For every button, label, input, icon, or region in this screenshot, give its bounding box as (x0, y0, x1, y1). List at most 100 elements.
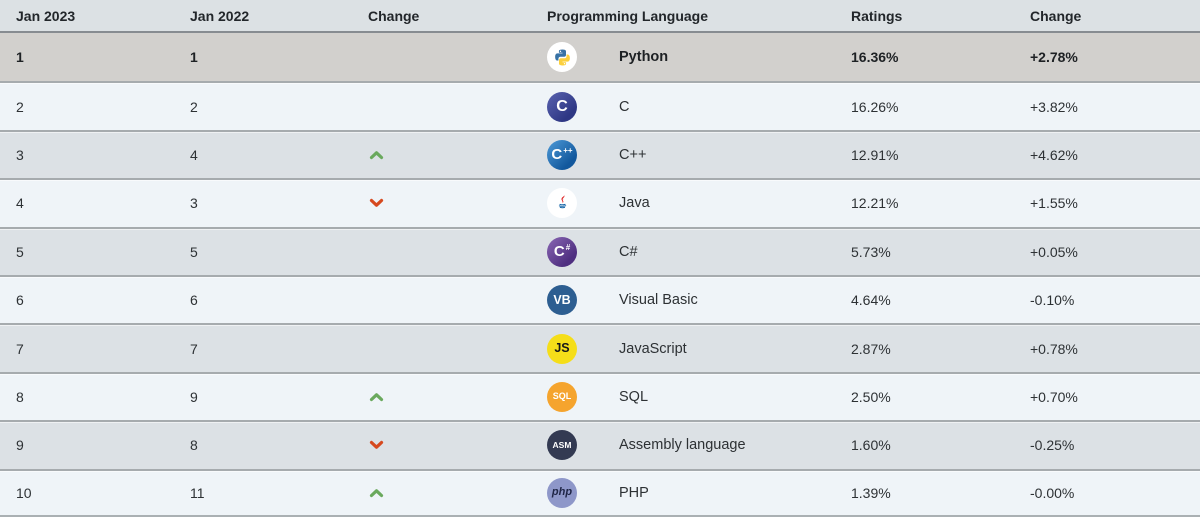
ratings-cell: 2.87% (851, 340, 891, 357)
ratings-cell: 16.26% (851, 98, 899, 115)
rank-2022-cell: 11 (190, 484, 205, 501)
header-change-ratings: Change (1030, 7, 1082, 24)
table-row: 3 4 C ++ C++ 12.91% +4.62% (0, 129, 1200, 179)
ratings-cell: 16.36% (851, 49, 899, 66)
ratings-cell: 1.60% (851, 437, 891, 454)
table-header-row: Jan 2023 Jan 2022 Change Programming Lan… (0, 0, 1200, 33)
trend-cell (368, 488, 547, 498)
header-programming-language: Programming Language (547, 7, 709, 24)
trend-cell (368, 392, 547, 402)
ratings-cell: 1.39% (851, 484, 891, 501)
table-row: 9 8 ASM Assembly language 1.60% -0.25% (0, 420, 1200, 469)
csharp-icon: C # (547, 236, 577, 267)
sql-icon: SQL (547, 381, 577, 412)
rank-2023-cell: 2 (16, 98, 24, 115)
ratings-cell: 4.64% (851, 292, 891, 309)
ratings-cell: 12.21% (851, 195, 899, 212)
change-cell: +4.62% (1030, 146, 1078, 163)
table-row: 2 2 C C 16.26% +3.82% (0, 81, 1200, 130)
change-cell: +1.55% (1030, 195, 1078, 212)
asm-icon: ASM (547, 430, 577, 461)
vb-icon: VB (547, 285, 577, 316)
rank-2022-cell: 8 (190, 437, 198, 454)
language-cell: php PHP (547, 477, 851, 508)
rank-2023-cell: 8 (16, 388, 24, 405)
language-cell: C ++ C++ (547, 139, 851, 170)
language-name: SQL (619, 388, 649, 405)
up-trend-icon (369, 151, 384, 160)
ratings-cell: 2.50% (851, 388, 891, 405)
rank-2023-cell: 3 (16, 146, 24, 163)
up-trend-icon (369, 488, 384, 497)
table-row: 8 9 SQL SQL 2.50% +0.70% (0, 371, 1200, 421)
rank-2022-cell: 5 (190, 243, 198, 260)
table-row: 10 11 php PHP 1.39% -0.00% (0, 468, 1200, 517)
rank-2023-cell: 1 (16, 49, 24, 66)
language-cell: C C (547, 91, 851, 122)
language-name: C# (619, 243, 638, 260)
change-cell: -0.10% (1030, 292, 1075, 309)
ratings-cell: 12.91% (851, 146, 899, 163)
change-cell: +0.05% (1030, 243, 1078, 260)
language-cell: ASM Assembly language (547, 430, 851, 461)
js-icon: JS (547, 333, 577, 364)
trend-cell (368, 198, 547, 208)
up-trend-icon (369, 393, 384, 402)
rank-2023-cell: 10 (16, 484, 32, 501)
rank-2023-cell: 6 (16, 292, 24, 309)
rank-2022-cell: 9 (190, 388, 198, 405)
change-cell: +2.78% (1030, 49, 1078, 66)
language-cell: Java (547, 188, 851, 219)
rank-2023-cell: 5 (16, 243, 24, 260)
language-name: C++ (619, 146, 647, 163)
rank-2022-cell: 7 (190, 340, 198, 357)
table-body: 1 1 Python 16.36% +2.78% 2 2 C C 16.26% … (0, 33, 1200, 517)
language-name: Python (619, 49, 669, 66)
language-cell: JS JavaScript (547, 333, 851, 364)
language-name: Visual Basic (619, 292, 698, 309)
c-icon: C (547, 91, 577, 122)
cpp-icon: C ++ (547, 139, 577, 170)
python-logo (554, 49, 570, 66)
table-row: 1 1 Python 16.36% +2.78% (0, 33, 1200, 82)
table-row: 4 3 Java 12.21% +1.55% (0, 178, 1200, 227)
change-cell: -0.25% (1030, 437, 1075, 454)
table-row: 5 5 C # C# 5.73% +0.05% (0, 226, 1200, 275)
rank-2022-cell: 3 (190, 195, 198, 212)
language-cell: VB Visual Basic (547, 285, 851, 316)
php-icon: php (547, 477, 577, 508)
header-jan-2023: Jan 2023 (16, 7, 76, 24)
python-icon (547, 42, 577, 73)
change-cell: +0.78% (1030, 340, 1078, 357)
rank-2022-cell: 4 (190, 146, 198, 163)
rank-2023-cell: 7 (16, 340, 24, 357)
down-trend-icon (369, 199, 384, 208)
language-name: Assembly language (619, 437, 746, 454)
header-ratings: Ratings (851, 7, 903, 24)
down-trend-icon (369, 441, 384, 450)
header-change-position: Change (368, 7, 420, 24)
trend-cell (368, 150, 547, 160)
language-cell: Python (547, 42, 851, 73)
language-name: Java (619, 195, 650, 212)
java-icon (547, 188, 577, 219)
language-cell: SQL SQL (547, 381, 851, 412)
change-cell: -0.00% (1030, 484, 1075, 501)
language-cell: C # C# (547, 236, 851, 267)
rank-2023-cell: 9 (16, 437, 24, 454)
rank-2022-cell: 6 (190, 292, 198, 309)
table-row: 6 6 VB Visual Basic 4.64% -0.10% (0, 274, 1200, 324)
change-cell: +0.70% (1030, 388, 1078, 405)
rank-2022-cell: 1 (190, 49, 198, 66)
java-logo (558, 195, 566, 209)
ratings-cell: 5.73% (851, 243, 891, 260)
table-row: 7 7 JS JavaScript 2.87% +0.78% (0, 323, 1200, 372)
change-cell: +3.82% (1030, 98, 1078, 115)
language-name: C (619, 98, 630, 115)
header-jan-2022: Jan 2022 (190, 7, 250, 24)
rank-2022-cell: 2 (190, 98, 198, 115)
trend-cell (368, 440, 547, 450)
language-name: JavaScript (619, 340, 687, 357)
language-name: PHP (619, 484, 649, 501)
